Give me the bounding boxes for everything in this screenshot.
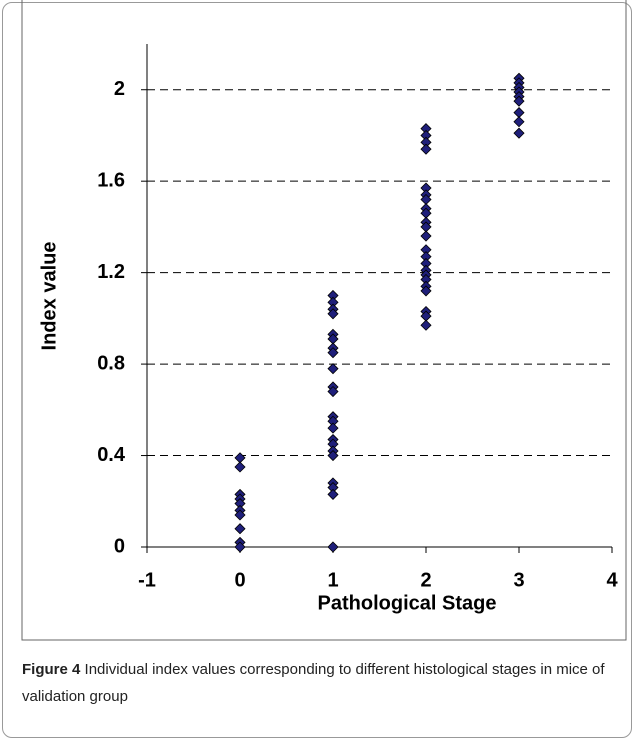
point (513, 127, 525, 139)
chart-border (21, 0, 627, 641)
point (420, 319, 432, 331)
y-tick-label: 0.4 (97, 444, 126, 466)
point (513, 107, 525, 119)
point (234, 461, 246, 473)
chart: Pathological Stage Index value 0 0.4 0.8 1.… (21, 0, 627, 641)
y-tick-label: 2 (114, 78, 125, 100)
point (327, 347, 339, 359)
point (234, 509, 246, 521)
point (327, 488, 339, 500)
point (327, 308, 339, 320)
caption-label: Figure 4 (22, 661, 81, 678)
point (513, 95, 525, 107)
point (420, 230, 432, 242)
caption-text: Individual index values corresponding to… (22, 661, 605, 705)
point (234, 523, 246, 535)
point (327, 422, 339, 434)
x-tick-label: 3 (513, 569, 524, 591)
point (513, 116, 525, 128)
point (234, 452, 246, 464)
x-axis-title: Pathological Stage (318, 592, 497, 614)
caption: Figure 4 Individual index values corresp… (22, 656, 622, 710)
y-tick-label: 1.2 (97, 261, 125, 283)
point (234, 541, 246, 553)
y-tick-label: 0 (114, 535, 125, 557)
y-tick-label: 1.6 (97, 169, 125, 191)
point (327, 449, 339, 462)
point (420, 285, 432, 297)
x-tick-label: 4 (606, 569, 618, 591)
point (327, 385, 339, 398)
x-tick-label: 0 (234, 569, 245, 591)
y-axis-title: Index value (38, 242, 60, 351)
point (327, 363, 339, 375)
y-tick-label: 0.8 (97, 352, 125, 374)
x-tick-label: -1 (138, 569, 156, 591)
point (420, 143, 432, 155)
x-tick-label: 2 (420, 569, 431, 591)
x-tick-label: 1 (327, 569, 338, 591)
point (327, 541, 339, 553)
